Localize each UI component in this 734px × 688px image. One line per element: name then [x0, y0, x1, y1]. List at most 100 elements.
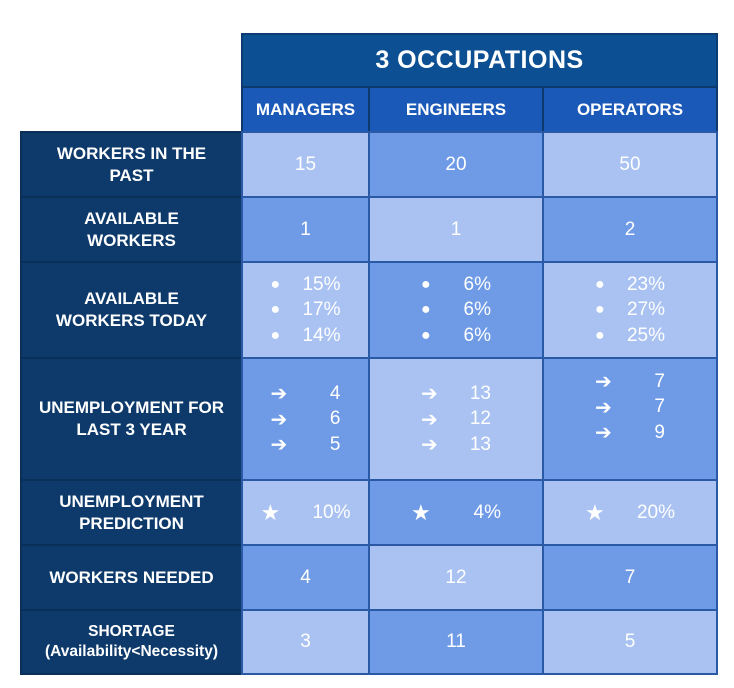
list-item: ● 6% — [421, 323, 491, 349]
list-item: ● 15% — [271, 272, 341, 298]
arrow-right-icon: ➔ — [421, 434, 438, 456]
row-header-shortage: SHORTAGE (Availability<Necessity) — [20, 609, 243, 675]
cell-workers-past-engineers: 20 — [368, 131, 544, 198]
cell-prediction-operators: ★ 20% — [542, 479, 718, 546]
cell-value: 15 — [294, 153, 317, 175]
cell-value: 10% — [312, 501, 351, 523]
list-value: 17% — [302, 299, 341, 320]
star-icon: ★ — [585, 499, 605, 525]
arrow-right-icon: ➔ — [421, 383, 438, 405]
cell-available-today-managers: ● 15% ● 17% ● 14% — [241, 261, 370, 359]
value-list: ● 15% ● 17% ● 14% — [271, 272, 341, 349]
row-header-prediction: UNEMPLOYMENT PREDICTION — [20, 479, 243, 546]
arrow-right-icon: ➔ — [595, 396, 612, 419]
value-list: ● 6% ● 6% ● 6% — [421, 272, 491, 349]
list-item: ● 6% — [421, 297, 491, 323]
value-list: ● 23% ● 27% ● 25% — [595, 272, 665, 349]
list-item: ● 17% — [271, 297, 341, 323]
cell-available-today-engineers: ● 6% ● 6% ● 6% — [368, 261, 544, 359]
bullet-icon: ● — [270, 301, 281, 318]
list-value: 23% — [626, 273, 665, 295]
cell-available-managers: 1 — [241, 196, 370, 263]
bullet-icon: ● — [270, 275, 281, 293]
list-value: 14% — [302, 324, 341, 346]
list-item: ➔ 7 — [595, 395, 665, 421]
column-header-label: ENGINEERS — [405, 99, 507, 119]
list-item: ➔ 5 — [271, 432, 341, 458]
bullet-icon: ● — [595, 326, 605, 344]
list-value: 6% — [463, 324, 491, 346]
column-header-label: OPERATORS — [576, 99, 684, 119]
arrow-right-icon: ➔ — [595, 422, 612, 445]
cell-value: 20% — [636, 501, 675, 523]
list-item: ➔ 4 — [271, 381, 341, 407]
cell-workers-past-managers: 15 — [241, 131, 370, 198]
list-value: 7 — [654, 396, 665, 418]
row-header-available: AVAILABLE WORKERS — [20, 196, 243, 263]
cell-needed-operators: 7 — [542, 544, 718, 611]
cell-shortage-managers: 3 — [241, 609, 370, 675]
bullet-icon: ● — [421, 326, 431, 344]
list-item: ➔ 13 — [421, 432, 491, 458]
arrow-right-icon: ➔ — [270, 408, 288, 431]
cell-value: 4 — [300, 566, 311, 588]
table-title: 3 OCCUPATIONS — [241, 33, 718, 88]
list-item: ➔ 6 — [271, 406, 341, 432]
row-label: SHORTAGE — [88, 623, 175, 640]
list-item: ● 25% — [595, 323, 665, 349]
cell-unemployment-operators: ➔ 7 ➔ 7 ➔ 9 — [542, 357, 718, 481]
cell-available-engineers: 1 — [368, 196, 544, 263]
cell-value: 1 — [450, 218, 462, 240]
list-item: ● 6% — [421, 272, 491, 298]
list-value: 6% — [463, 299, 491, 320]
cell-available-today-operators: ● 23% ● 27% ● 25% — [542, 261, 718, 359]
list-value: 6% — [463, 273, 491, 295]
list-value: 15% — [302, 273, 341, 295]
list-item: ➔ 12 — [421, 406, 491, 432]
list-value: 13 — [469, 433, 491, 455]
row-header-needed: WORKERS NEEDED — [20, 544, 243, 611]
row-label: AVAILABLE WORKERS TODAY — [55, 289, 208, 330]
list-value: 7 — [654, 370, 665, 392]
cell-shortage-operators: 5 — [542, 609, 718, 675]
cell-value: 7 — [624, 566, 636, 588]
row-label: AVAILABLE WORKERS — [84, 208, 179, 250]
arrow-right-icon: ➔ — [270, 383, 288, 405]
bullet-icon: ● — [421, 301, 431, 318]
cell-value: 11 — [446, 631, 466, 652]
list-value: 9 — [654, 421, 665, 443]
cell-value: 1 — [300, 218, 311, 240]
cell-value: 20 — [445, 153, 467, 175]
column-header-operators: OPERATORS — [542, 86, 718, 133]
cell-value: 50 — [619, 153, 641, 175]
cell-value: 3 — [300, 631, 311, 652]
cell-available-operators: 2 — [542, 196, 718, 263]
cell-shortage-engineers: 11 — [368, 609, 544, 675]
cell-value: 4% — [473, 501, 501, 523]
column-header-label: MANAGERS — [255, 99, 356, 119]
column-header-managers: MANAGERS — [241, 86, 370, 133]
arrow-right-icon: ➔ — [421, 408, 438, 431]
list-value: 12 — [469, 408, 491, 429]
cell-needed-managers: 4 — [241, 544, 370, 611]
arrow-right-icon: ➔ — [270, 434, 288, 456]
list-item: ➔ 13 — [421, 381, 491, 407]
list-item: ● 23% — [595, 272, 665, 298]
list-value: 13 — [469, 382, 491, 404]
cell-value: 2 — [624, 218, 636, 240]
row-label: WORKERS IN THE PAST — [56, 143, 207, 185]
row-sublabel: (Availability<Necessity) — [44, 643, 219, 660]
bullet-icon: ● — [421, 275, 431, 293]
list-item: ➔ 9 — [595, 420, 665, 446]
arrow-right-icon: ➔ — [595, 371, 612, 394]
row-header-workers-past: WORKERS IN THE PAST — [20, 131, 243, 198]
cell-needed-engineers: 12 — [368, 544, 544, 611]
value-list: ➔ 4 ➔ 6 ➔ 5 — [271, 381, 341, 458]
list-value: 4 — [329, 382, 341, 404]
cell-value: 5 — [624, 631, 636, 652]
bullet-icon: ● — [270, 326, 281, 344]
cell-prediction-engineers: ★ 4% — [368, 479, 544, 546]
row-label: WORKERS NEEDED — [49, 567, 214, 587]
list-value: 27% — [626, 299, 665, 320]
bullet-icon: ● — [595, 275, 605, 293]
